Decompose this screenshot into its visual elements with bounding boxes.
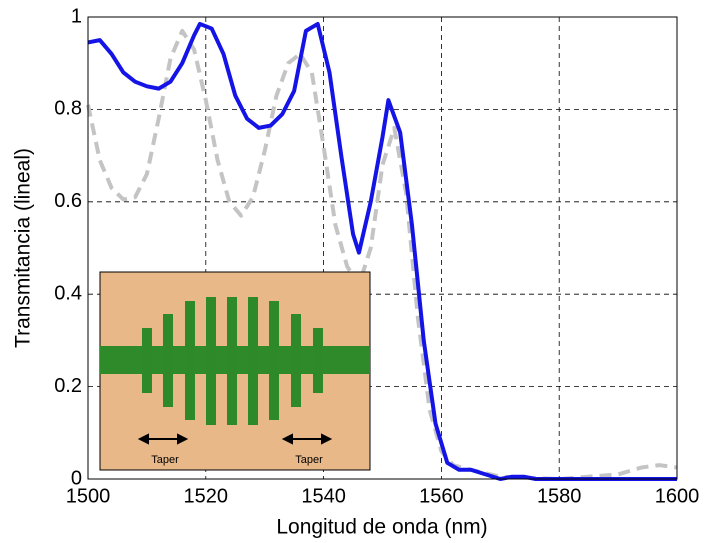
taper-arrows xyxy=(137,433,333,445)
x-tick-label: 1500 xyxy=(66,485,111,507)
plot-frame xyxy=(87,16,678,480)
annotation: Taper xyxy=(151,454,179,466)
series-line xyxy=(87,21,677,481)
series-line xyxy=(86,28,678,481)
inset-image: Taper Taper xyxy=(99,271,371,471)
y-tick-label: 0.8 xyxy=(54,98,82,120)
x-axis-label: Longitud de onda (nm) xyxy=(276,516,487,539)
x-tick-label: 1540 xyxy=(301,485,346,507)
y-tick-label: 1 xyxy=(71,5,82,27)
y-tick-label: 0.6 xyxy=(54,190,82,212)
x-tick-label: 1560 xyxy=(419,485,464,507)
lines xyxy=(86,21,678,481)
y-tick-label: 0 xyxy=(71,467,82,489)
x-tick-label: 1600 xyxy=(655,485,700,507)
y-tick-label: 0.4 xyxy=(54,282,82,304)
grating-bars xyxy=(142,297,323,425)
y-axis-label: Transmitancia (lineal) xyxy=(12,148,35,348)
y-tick-label: 0.2 xyxy=(54,375,82,397)
annotation: Taper xyxy=(295,454,323,466)
x-tick-label: 1580 xyxy=(537,485,582,507)
x-tick-label: 1520 xyxy=(184,485,229,507)
